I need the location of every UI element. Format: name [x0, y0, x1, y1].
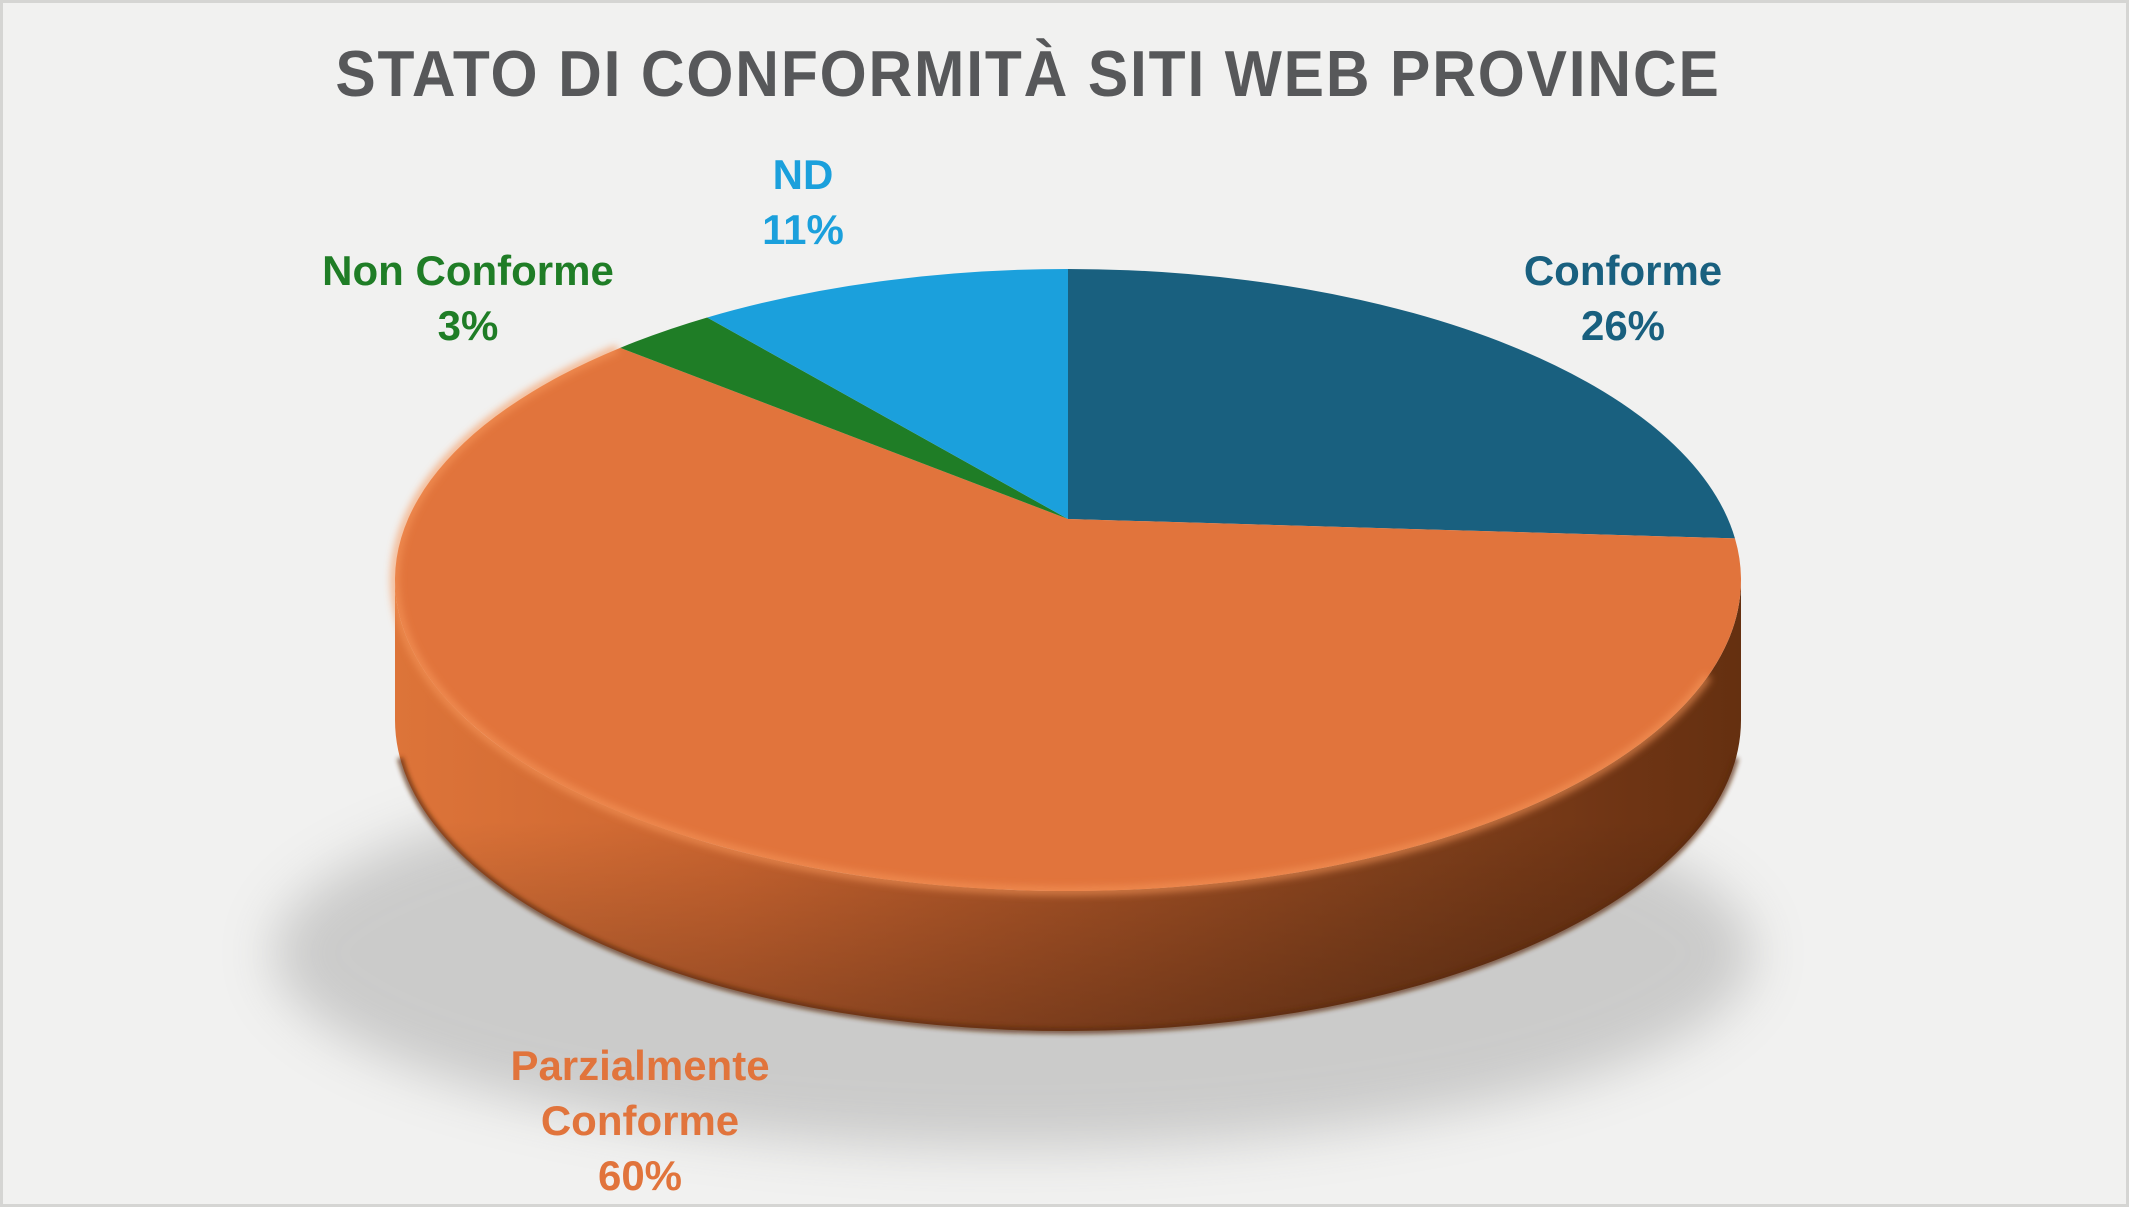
pie-bottom-edge [397, 757, 1739, 1034]
data-label-parzialmente-conforme-name: Parzialmente Conforme [510, 1042, 770, 1144]
data-label-non-conforme-pct: 3% [437, 302, 499, 349]
data-label-nd: ND 11% [762, 147, 844, 257]
pie-slice-non-conforme[interactable] [620, 317, 1068, 519]
data-label-non-conforme-name: Non Conforme [322, 247, 614, 294]
data-label-nd-name: ND [772, 151, 834, 198]
data-label-conforme: Conforme 26% [1524, 243, 1722, 353]
data-label-nd-pct: 11% [762, 206, 844, 253]
pie-chart-3d [273, 269, 1753, 1148]
data-label-conforme-pct: 26% [1580, 302, 1666, 349]
chart-title: STATO DI CONFORMITÀ SITI WEB PROVINCE [335, 37, 1721, 110]
pie-rim-highlight [391, 345, 1712, 895]
pie-slice-nd[interactable] [707, 269, 1068, 519]
pie-wall-shading [395, 580, 1741, 1031]
data-label-parzialmente-conforme: Parzialmente Conforme 60% [485, 1038, 795, 1203]
data-label-non-conforme: Non Conforme 3% [322, 243, 614, 353]
data-label-conforme-name: Conforme [1523, 247, 1723, 294]
data-label-parzialmente-conforme-pct: 60% [597, 1152, 683, 1199]
pie-slice-conforme[interactable] [1068, 269, 1735, 539]
pie-slice-parzialmente-conforme[interactable] [394, 347, 1742, 892]
